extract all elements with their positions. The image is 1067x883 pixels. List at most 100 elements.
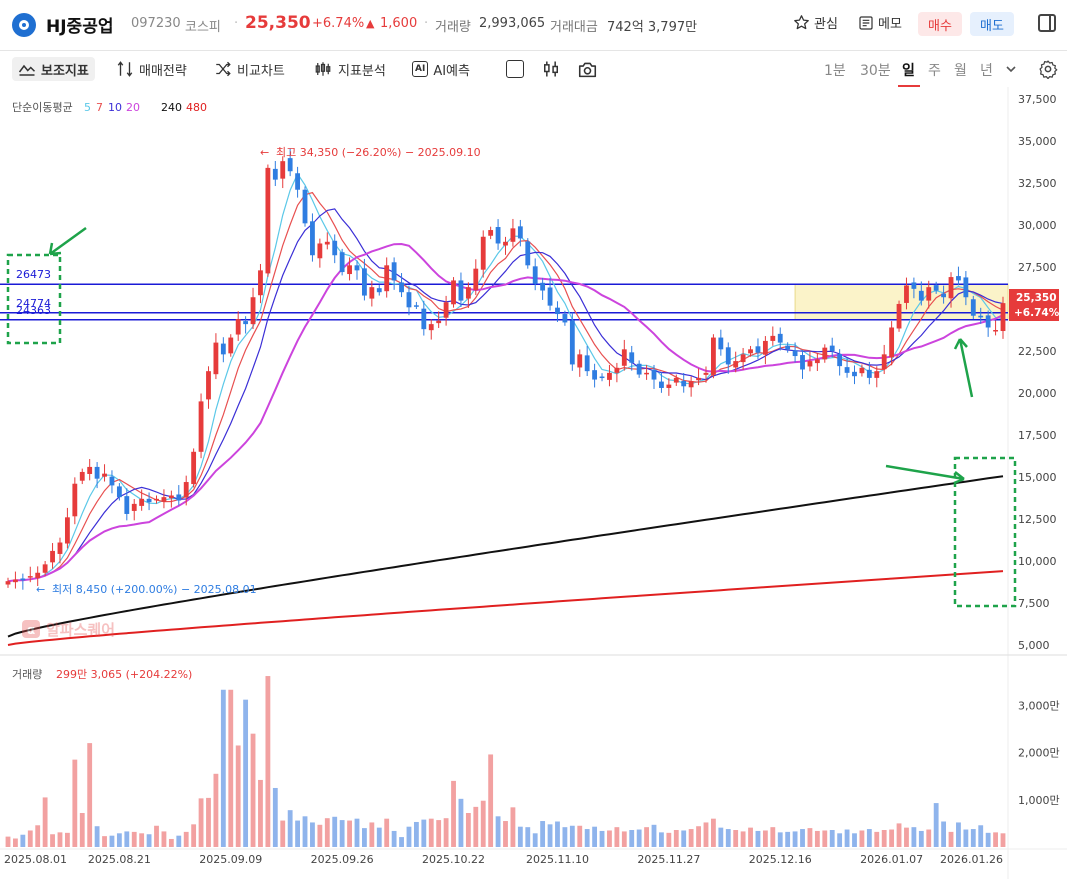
candle-body bbox=[1000, 303, 1006, 332]
candle-body bbox=[57, 542, 63, 554]
ma-legend-name: 단순이동평균 bbox=[12, 101, 73, 114]
candle-body bbox=[87, 466, 93, 474]
side-panel-icon[interactable] bbox=[1038, 14, 1056, 32]
candle-body bbox=[13, 579, 18, 583]
interval-month[interactable]: 월 bbox=[954, 63, 967, 79]
watermark-text: 알파스퀘어 bbox=[46, 621, 115, 639]
watch-button[interactable]: 관심 bbox=[793, 13, 838, 32]
interval-1min[interactable]: 1분 bbox=[824, 63, 846, 79]
volume-bar bbox=[510, 807, 516, 847]
ma7-line bbox=[7, 191, 1004, 582]
candle-body bbox=[740, 354, 746, 363]
volume-tick-label: 3,000만 bbox=[1018, 699, 1060, 712]
volume-bar bbox=[458, 798, 464, 847]
candle-body bbox=[688, 381, 694, 388]
gear-icon[interactable] bbox=[1038, 59, 1058, 79]
volume-bar bbox=[933, 803, 939, 847]
volume-bar bbox=[822, 830, 828, 847]
volume-bar bbox=[495, 816, 501, 847]
volume-bar bbox=[451, 780, 456, 847]
change-value: 1,600 bbox=[380, 16, 418, 31]
interval-year[interactable]: 년 bbox=[980, 63, 993, 79]
separator-dot: · bbox=[234, 16, 239, 31]
volume-bar bbox=[258, 779, 263, 847]
ma480-line bbox=[7, 570, 1004, 646]
candle-body bbox=[116, 486, 122, 498]
annotation-arrow-right bbox=[885, 464, 965, 485]
volume-bar bbox=[324, 818, 330, 847]
indicators-button[interactable]: 보조지표 bbox=[12, 57, 95, 81]
candle-body bbox=[183, 482, 189, 498]
volume-bar bbox=[517, 826, 523, 847]
candle-body bbox=[391, 262, 397, 281]
y-tick-label: 17,500 bbox=[1018, 429, 1057, 442]
volume-bar bbox=[94, 826, 100, 847]
chevron-down-icon[interactable] bbox=[1005, 64, 1017, 74]
volume-tick-label: 1,000만 bbox=[1018, 794, 1060, 807]
volume-bar bbox=[228, 689, 234, 847]
candle-body bbox=[525, 241, 531, 266]
volume-bar bbox=[272, 787, 278, 847]
candle-body bbox=[339, 252, 345, 273]
volume-bar bbox=[428, 818, 434, 847]
buy-button[interactable]: 매수 bbox=[918, 12, 962, 36]
last-price-tag bbox=[1009, 289, 1059, 321]
chart-type-button[interactable] bbox=[541, 57, 561, 81]
hline-label-2: 24774 bbox=[16, 297, 51, 310]
volume-bar bbox=[963, 829, 969, 847]
volume-bar bbox=[220, 689, 226, 847]
candle-body bbox=[443, 302, 449, 318]
market-label: 코스피 bbox=[185, 20, 221, 35]
volume-bar bbox=[577, 825, 583, 847]
candle-body bbox=[562, 314, 568, 323]
volume-bar bbox=[5, 836, 11, 847]
candle-body bbox=[139, 498, 145, 506]
volume-bar bbox=[948, 831, 954, 847]
volume-bar bbox=[941, 821, 947, 847]
candle-body bbox=[800, 355, 805, 370]
candle-body bbox=[710, 337, 716, 375]
last-price-value: 25,350 bbox=[1016, 292, 1057, 304]
indicator-analysis-button[interactable]: 지표분석 bbox=[313, 57, 386, 81]
volume-bar bbox=[859, 830, 865, 847]
volume-bar bbox=[881, 830, 887, 847]
ai-forecast-button[interactable]: AI AI예측 bbox=[412, 57, 470, 81]
price-volume-chart[interactable]: 37,50035,00032,50030,00027,50025,00022,5… bbox=[0, 87, 1067, 879]
annotation-box-left bbox=[6, 253, 62, 345]
ma-legend-7: 7 bbox=[96, 101, 103, 114]
ma20-line bbox=[7, 242, 1004, 583]
volume-bar bbox=[295, 820, 301, 847]
chart-area[interactable]: 37,50035,00032,50030,00027,50025,00022,5… bbox=[0, 87, 1067, 879]
strategy-button[interactable]: 매매전략 bbox=[116, 57, 187, 81]
camera-icon bbox=[578, 62, 597, 77]
y-tick-label: 30,000 bbox=[1018, 219, 1057, 232]
candle-body bbox=[488, 230, 494, 236]
ma-legend-10: 10 bbox=[108, 101, 122, 114]
volume-bar bbox=[250, 733, 256, 847]
screenshot-button[interactable] bbox=[577, 57, 598, 81]
memo-button[interactable]: 메모 bbox=[858, 13, 902, 32]
candle-body bbox=[72, 483, 78, 517]
interval-30min[interactable]: 30분 bbox=[860, 63, 891, 79]
sell-button[interactable]: 매도 bbox=[970, 12, 1014, 36]
interval-week[interactable]: 주 bbox=[928, 63, 941, 79]
candle-body bbox=[659, 381, 664, 388]
compare-button[interactable]: 비교차트 bbox=[214, 57, 285, 81]
volume-bar bbox=[659, 832, 664, 847]
volume-bar bbox=[592, 826, 598, 847]
candle-body bbox=[985, 315, 991, 328]
candle-body bbox=[555, 307, 560, 315]
draw-box-button[interactable] bbox=[506, 57, 524, 81]
indicator-analysis-label: 지표분석 bbox=[338, 63, 386, 79]
volume-bar bbox=[666, 832, 672, 847]
candle-body bbox=[458, 280, 464, 301]
volume-bar bbox=[956, 822, 961, 847]
volume-bar bbox=[161, 831, 167, 847]
volume-bar bbox=[116, 833, 122, 847]
volume-bar bbox=[547, 824, 553, 847]
x-tick-label: 2025.11.27 bbox=[637, 853, 700, 866]
candle-body bbox=[154, 498, 159, 501]
interval-day[interactable]: 일 bbox=[902, 63, 915, 79]
candle-body bbox=[777, 333, 783, 343]
volume-bar bbox=[317, 824, 323, 847]
